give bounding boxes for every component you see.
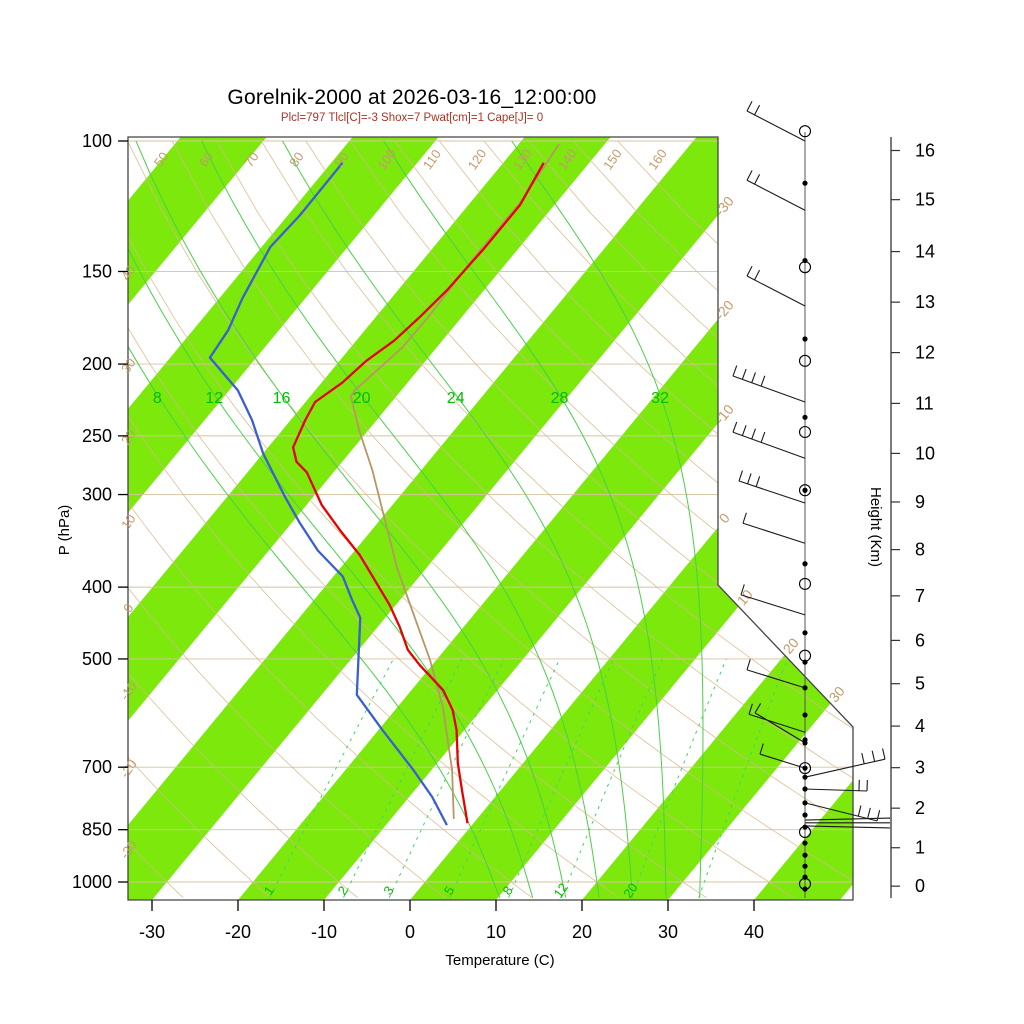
pressure-axis-label: P (hPa) <box>56 504 73 556</box>
svg-text:3: 3 <box>380 883 396 898</box>
svg-text:-30: -30 <box>139 922 165 942</box>
svg-text:80: 80 <box>286 149 307 169</box>
svg-text:30: 30 <box>118 355 139 375</box>
svg-text:12: 12 <box>550 880 571 900</box>
chart-title: Gorelnik-2000 at 2026-03-16_12:00:00 <box>227 86 597 109</box>
svg-text:150: 150 <box>600 146 625 172</box>
svg-text:8: 8 <box>915 540 925 560</box>
svg-text:-20: -20 <box>225 922 251 942</box>
moist-adiabat-labels: 8 12 16 20 24 28 32 <box>153 390 669 407</box>
svg-text:20: 20 <box>572 922 592 942</box>
svg-text:40: 40 <box>744 922 764 942</box>
svg-text:12: 12 <box>205 390 223 407</box>
svg-text:4: 4 <box>915 716 925 736</box>
svg-text:8: 8 <box>153 390 162 407</box>
svg-text:5: 5 <box>915 674 925 694</box>
svg-text:60: 60 <box>196 149 217 169</box>
svg-text:7: 7 <box>915 586 925 606</box>
svg-text:50: 50 <box>151 149 172 169</box>
svg-text:-10: -10 <box>311 922 337 942</box>
svg-text:160: 160 <box>645 146 670 172</box>
svg-text:11: 11 <box>915 393 934 413</box>
svg-text:16: 16 <box>273 390 291 407</box>
svg-text:10: 10 <box>486 922 506 942</box>
svg-text:700: 700 <box>82 757 112 777</box>
svg-text:70: 70 <box>241 149 262 169</box>
pressure-axis: 100 150 200 250 300 400 500 700 850 1000 <box>72 131 128 892</box>
svg-text:20: 20 <box>353 390 371 407</box>
svg-text:850: 850 <box>82 820 112 840</box>
svg-text:40: 40 <box>118 263 139 283</box>
svg-text:9: 9 <box>915 492 925 512</box>
svg-text:200: 200 <box>82 354 112 374</box>
svg-text:13: 13 <box>915 292 935 312</box>
svg-text:10: 10 <box>118 511 139 531</box>
svg-text:-20: -20 <box>712 297 737 323</box>
svg-text:2: 2 <box>915 798 925 818</box>
svg-text:1000: 1000 <box>72 872 112 892</box>
temperature-curve <box>291 162 545 824</box>
svg-text:300: 300 <box>82 485 112 505</box>
svg-text:100: 100 <box>82 131 112 151</box>
svg-text:150: 150 <box>82 261 112 281</box>
svg-text:12: 12 <box>915 343 935 363</box>
moist-adiabats <box>128 140 704 898</box>
svg-text:120: 120 <box>465 146 490 172</box>
svg-text:400: 400 <box>82 577 112 597</box>
dewpoint-curve <box>208 162 448 826</box>
svg-text:3: 3 <box>915 758 925 778</box>
temperature-axis-label: Temperature (C) <box>445 952 555 969</box>
svg-text:15: 15 <box>915 190 935 210</box>
temperature-axis: -30 -20 -10 0 10 20 30 40 <box>139 900 764 942</box>
wind-barb-column <box>732 100 891 898</box>
svg-text:0: 0 <box>915 876 925 896</box>
svg-text:14: 14 <box>915 242 935 262</box>
svg-text:10: 10 <box>915 443 935 463</box>
pressure-gridlines <box>128 140 853 883</box>
svg-text:16: 16 <box>915 141 935 161</box>
chart-subtitle: Plcl=797 Tlcl[C]=-3 Shox=7 Pwat[cm]=1 Ca… <box>280 112 544 124</box>
svg-text:20: 20 <box>118 427 139 447</box>
svg-text:32: 32 <box>651 390 669 407</box>
plot-frame <box>127 136 854 901</box>
svg-text:6: 6 <box>915 630 925 650</box>
height-axis-label: Height (Km) <box>867 486 884 568</box>
svg-text:1: 1 <box>915 838 925 858</box>
svg-text:24: 24 <box>447 390 465 407</box>
svg-text:500: 500 <box>82 649 112 669</box>
svg-text:-20: -20 <box>117 757 140 781</box>
svg-text:28: 28 <box>551 390 569 407</box>
svg-text:250: 250 <box>82 426 112 446</box>
mixing-ratio-lines <box>269 658 789 898</box>
svg-text:30: 30 <box>658 922 678 942</box>
svg-text:0: 0 <box>405 922 415 942</box>
svg-text:20: 20 <box>620 880 641 900</box>
svg-text:90: 90 <box>331 149 352 169</box>
